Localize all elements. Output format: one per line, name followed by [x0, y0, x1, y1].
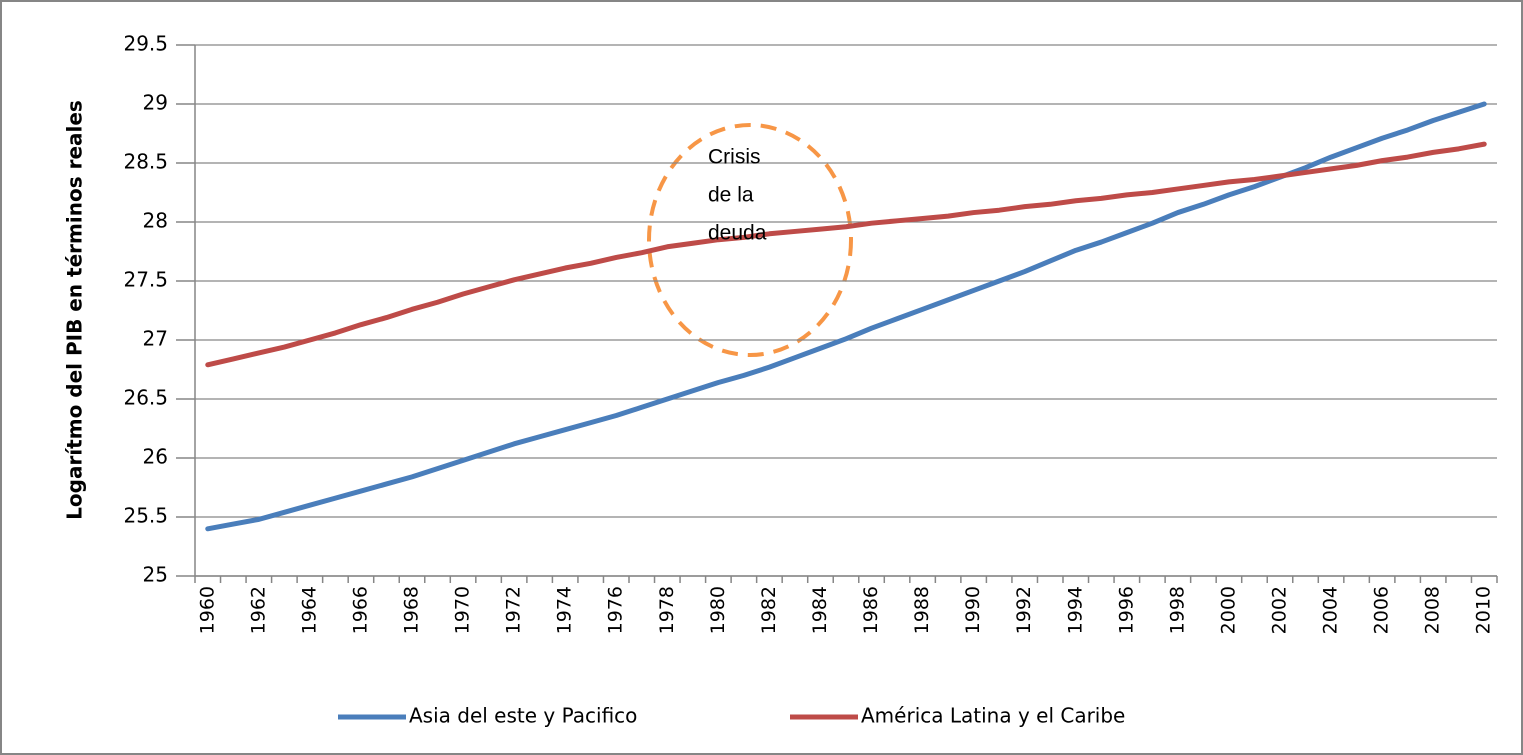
x-tick-label: 1984 — [809, 586, 831, 634]
x-tick-label: 2000 — [1217, 586, 1239, 634]
x-tick-label: 1974 — [554, 586, 576, 634]
x-tick-label: 2002 — [1269, 586, 1291, 634]
y-tick-label: 29 — [143, 91, 168, 115]
series-line — [205, 101, 1487, 532]
x-tick-label: 2008 — [1422, 586, 1444, 634]
x-tick-label: 1996 — [1115, 586, 1137, 634]
annotation-text: deuda — [708, 222, 767, 245]
series-line — [205, 141, 1487, 368]
y-tick-label: 27.5 — [123, 268, 168, 292]
x-tick-label: 1988 — [911, 586, 933, 634]
x-tick-label: 1976 — [605, 586, 627, 634]
y-tick-label: 26.5 — [123, 386, 168, 410]
y-tick-label: 29.5 — [123, 32, 168, 56]
x-tick-label: 1970 — [452, 586, 474, 634]
annotation-text: Crisis — [708, 146, 761, 169]
x-tick-label: 1980 — [707, 586, 729, 634]
x-tick-label: 2004 — [1320, 586, 1342, 634]
y-tick-label: 26 — [143, 445, 168, 469]
legend-label: América Latina y el Caribe — [861, 704, 1125, 728]
x-tick-label: 2006 — [1371, 586, 1393, 634]
x-tick-label: 1964 — [298, 586, 320, 634]
x-tick-label: 1998 — [1166, 586, 1188, 634]
y-tick-label: 28 — [143, 209, 168, 233]
x-tick-label: 1982 — [758, 586, 780, 634]
x-tick-label: 1960 — [196, 586, 218, 634]
x-tick-label: 1994 — [1064, 586, 1086, 634]
x-tick-label: 1968 — [401, 586, 423, 634]
x-tick-label: 1962 — [247, 586, 269, 634]
x-tick-label: 1992 — [1013, 586, 1035, 634]
x-tick-label: 1990 — [962, 586, 984, 634]
y-tick-label: 25.5 — [123, 504, 168, 528]
x-tick-label: 2010 — [1473, 586, 1495, 634]
y-tick-label: 28.5 — [123, 150, 168, 174]
annotation-circle — [647, 123, 853, 357]
y-tick-label: 25 — [143, 563, 168, 587]
annotation-text: de la — [708, 184, 754, 207]
y-tick-label: 27 — [143, 327, 168, 351]
x-tick-label: 1972 — [503, 586, 525, 634]
y-axis-label: Logarítmo del PIB en términos reales — [63, 100, 87, 520]
x-tick-label: 1978 — [656, 586, 678, 634]
legend-label: Asia del este y Pacifico — [409, 704, 637, 728]
x-tick-label: 1986 — [860, 586, 882, 634]
x-tick-label: 1966 — [349, 586, 371, 634]
